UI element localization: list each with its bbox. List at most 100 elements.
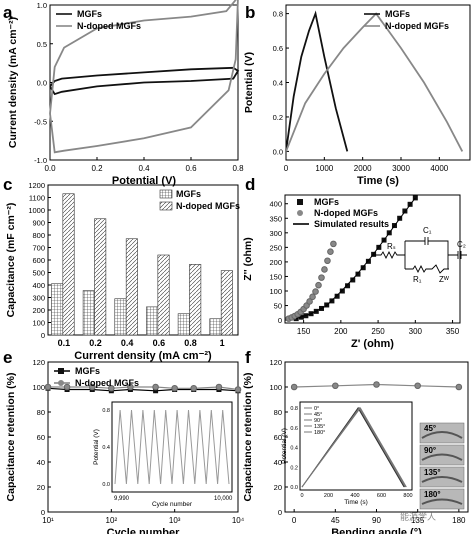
bent-device-shape (421, 476, 463, 483)
panel-letter-c: c (3, 175, 12, 194)
y-tick-label: 900 (32, 219, 45, 228)
inset-x-tick: 800 (403, 493, 412, 499)
data-point (318, 274, 325, 281)
y-axis-label: Capacitance (mF cm⁻²) (5, 203, 17, 318)
data-point (215, 383, 223, 391)
x-tick-label: 90 (372, 516, 381, 525)
y-tick-label: 20 (274, 483, 282, 492)
inset-x-tick: 400 (350, 493, 359, 499)
circuit-label: Zᵂ (439, 275, 449, 284)
y-tick-label: 200 (269, 258, 282, 267)
bar (189, 264, 202, 336)
x-axis-label: Current density (mA cm⁻²) (74, 350, 212, 362)
inset-y-tick: 0.0 (102, 482, 110, 488)
inset-y-label: Potential (V) (281, 428, 288, 464)
y-tick-label: 0.8 (273, 10, 283, 19)
bar (209, 318, 222, 336)
data-point (324, 257, 331, 265)
bent-device-shape (421, 431, 463, 439)
y-tick-label: 0.0 (273, 147, 283, 156)
inset-x-tick: 0 (300, 493, 303, 499)
data-point (306, 298, 313, 305)
series-line (285, 10, 349, 152)
x-tick-label: 135 (411, 516, 425, 525)
x-tick-label: 250 (371, 327, 385, 336)
x-tick-label: 10² (106, 516, 118, 525)
data-point (152, 383, 159, 391)
legend-label: MGFs (176, 189, 201, 199)
data-point (315, 281, 322, 289)
x-tick-label: 300 (409, 327, 423, 336)
y-tick-label: 250 (269, 243, 282, 252)
inset-curve (114, 409, 230, 485)
legend-label: N-doped MGFs (75, 378, 139, 388)
data-point (455, 383, 463, 391)
y-axis-label: Current density (mA cm⁻²) (7, 17, 19, 148)
x-tick-label: 45 (331, 516, 340, 525)
x-tick-label: 1 (220, 338, 225, 348)
y-tick-label: 300 (32, 294, 45, 303)
data-point (330, 240, 337, 248)
y-tick-label: 60 (274, 433, 282, 442)
x-axis-label: Potential (V) (112, 175, 177, 187)
series-line (49, 66, 240, 96)
y-axis-label: Capacitance retention (%) (5, 373, 17, 502)
y-tick-label: 0.4 (273, 79, 283, 88)
inset-x-tick: 200 (324, 493, 333, 499)
inset-legend-label: 45° (314, 412, 322, 418)
data-point (44, 383, 52, 391)
y-tick-label: 150 (269, 272, 282, 281)
legend-label: N-doped MGFs (77, 21, 141, 31)
circuit-label: Rₛ (387, 242, 396, 251)
legend-label: N-doped MGFs (314, 208, 378, 218)
inset-legend-label: 180° (314, 430, 325, 436)
bent-device-shape (421, 453, 463, 461)
data-point (234, 386, 242, 393)
inset-y-tick: 0.2 (290, 465, 298, 471)
data-point (153, 388, 159, 394)
data-point (339, 288, 345, 294)
y-tick-label: 20 (37, 483, 45, 492)
x-tick-label: 350 (446, 327, 460, 336)
x-tick-label: 0.0 (44, 164, 56, 173)
legend-label: N-doped MGFs (176, 201, 240, 211)
x-tick-label: 0.6 (153, 338, 166, 348)
legend-label: N-doped MGFs (385, 21, 449, 31)
bar (157, 254, 170, 336)
data-point (334, 293, 340, 299)
x-tick-label: 0.8 (184, 338, 197, 348)
series-line (296, 197, 416, 320)
inset-x-label: Time (s) (344, 499, 368, 506)
data-point (350, 277, 356, 283)
inset-y-tick: 0.8 (102, 408, 110, 414)
x-axis-label: Time (s) (357, 175, 399, 187)
y-tick-label: 120 (32, 358, 45, 367)
y-axis-label: Potential (V) (243, 52, 255, 113)
panel-c: Current density (mA cm⁻²) Capacitance (mF… (5, 181, 240, 362)
data-point (332, 382, 339, 390)
series-line (49, 0, 239, 154)
x-tick-label: 0.2 (89, 338, 102, 348)
bar (220, 270, 233, 336)
data-point (360, 265, 366, 271)
inset-y-tick: 0.0 (290, 485, 298, 491)
y-tick-label: -1.0 (34, 156, 47, 165)
x-tick-label: 2000 (354, 164, 372, 173)
y-tick-label: 1100 (29, 194, 45, 203)
y-tick-label: 100 (269, 383, 282, 392)
x-axis-label: Cycle number (107, 527, 180, 534)
x-tick-label: 3000 (392, 164, 410, 173)
y-tick-label: 1200 (28, 181, 45, 190)
data-point (414, 382, 421, 390)
inset-y-tick: 0.8 (290, 406, 298, 412)
inset-y-tick: 0.6 (290, 426, 298, 432)
x-tick-label: 0.1 (58, 338, 71, 348)
series-line (48, 386, 239, 391)
panel-f: Bending angle (°) Capacitance retention (… (242, 358, 469, 534)
panel-e: Cycle number Capacitance retention (%) 0 20… (5, 358, 245, 534)
y-tick-label: 0 (41, 508, 45, 517)
y-tick-label: 800 (32, 231, 45, 240)
series-line (285, 12, 464, 152)
panel-letter-a: a (3, 3, 13, 22)
photo-angle-label: 135° (424, 468, 441, 477)
